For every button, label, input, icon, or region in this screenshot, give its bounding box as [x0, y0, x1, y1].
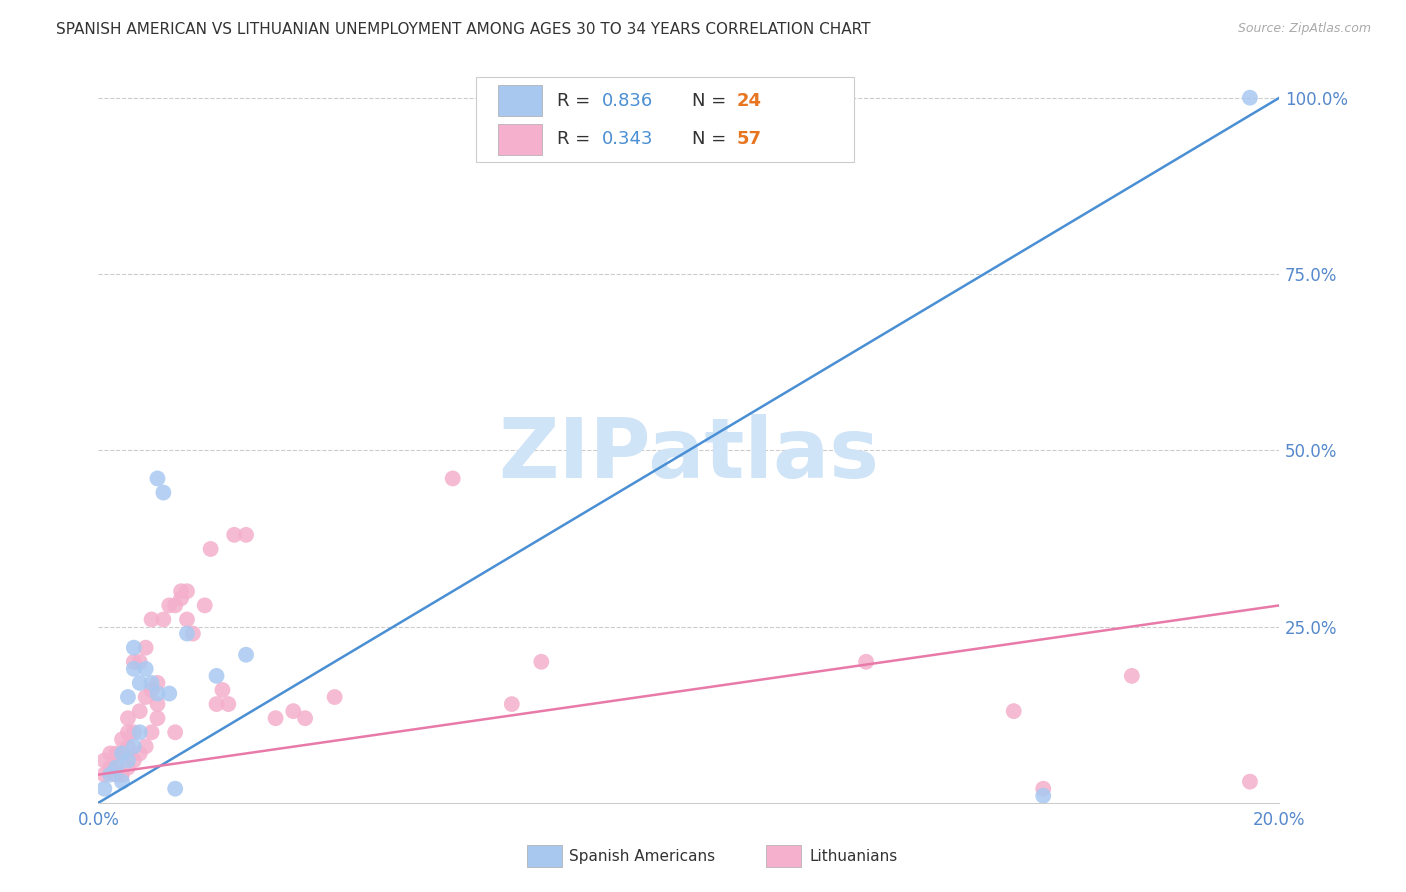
Text: Spanish Americans: Spanish Americans: [569, 849, 716, 863]
Text: 0.343: 0.343: [602, 130, 652, 148]
FancyBboxPatch shape: [477, 78, 855, 162]
Point: [1002, 704, 1025, 718]
Text: 0.836: 0.836: [602, 92, 652, 110]
Point: [93, 767, 115, 781]
Point: [217, 697, 239, 711]
Point: [165, 725, 187, 739]
Text: SPANISH AMERICAN VS LITHUANIAN UNEMPLOYMENT AMONG AGES 30 TO 34 YEARS CORRELATIO: SPANISH AMERICAN VS LITHUANIAN UNEMPLOYM…: [56, 22, 870, 37]
Point: [264, 711, 287, 725]
Point: [170, 591, 193, 606]
Point: [111, 774, 134, 789]
Point: [128, 655, 150, 669]
Point: [1032, 789, 1054, 803]
Point: [170, 584, 193, 599]
Point: [1239, 91, 1261, 105]
Point: [122, 662, 145, 676]
Point: [98, 767, 121, 781]
Point: [111, 767, 134, 781]
Point: [235, 528, 257, 542]
Point: [122, 754, 145, 768]
Point: [93, 754, 115, 768]
Point: [117, 739, 139, 754]
Point: [122, 725, 145, 739]
Point: [117, 690, 139, 704]
Text: 24: 24: [737, 92, 761, 110]
Point: [98, 760, 121, 774]
Point: [205, 697, 228, 711]
FancyBboxPatch shape: [498, 124, 543, 155]
Point: [128, 725, 150, 739]
Point: [146, 471, 169, 485]
Point: [157, 686, 180, 700]
Text: Source: ZipAtlas.com: Source: ZipAtlas.com: [1237, 22, 1371, 36]
Point: [294, 711, 316, 725]
Point: [1032, 781, 1054, 796]
Point: [146, 676, 169, 690]
Point: [122, 739, 145, 754]
Text: N =: N =: [693, 92, 733, 110]
Point: [117, 711, 139, 725]
Point: [1121, 669, 1143, 683]
Text: R =: R =: [557, 92, 596, 110]
Point: [141, 725, 163, 739]
Text: N =: N =: [693, 130, 733, 148]
Point: [111, 747, 134, 761]
Point: [157, 599, 180, 613]
Point: [176, 626, 198, 640]
Point: [111, 747, 134, 761]
Point: [855, 655, 877, 669]
Point: [194, 599, 217, 613]
Point: [135, 739, 157, 754]
Point: [122, 640, 145, 655]
Point: [283, 704, 305, 718]
Point: [135, 662, 157, 676]
Text: 57: 57: [737, 130, 761, 148]
Point: [152, 485, 174, 500]
Point: [441, 471, 464, 485]
Point: [205, 669, 228, 683]
Point: [105, 760, 128, 774]
Point: [105, 767, 128, 781]
Point: [146, 711, 169, 725]
Point: [146, 697, 169, 711]
Point: [235, 648, 257, 662]
Point: [323, 690, 346, 704]
Text: ZIPatlas: ZIPatlas: [499, 414, 879, 495]
Point: [176, 612, 198, 626]
Point: [181, 626, 204, 640]
Point: [98, 747, 121, 761]
Point: [211, 683, 233, 698]
Point: [530, 655, 553, 669]
Point: [141, 676, 163, 690]
Point: [152, 612, 174, 626]
Point: [111, 732, 134, 747]
Point: [105, 747, 128, 761]
Point: [141, 683, 163, 698]
Point: [135, 640, 157, 655]
Point: [122, 655, 145, 669]
Point: [1239, 774, 1261, 789]
Point: [117, 760, 139, 774]
FancyBboxPatch shape: [498, 86, 543, 117]
Point: [105, 760, 128, 774]
Point: [117, 754, 139, 768]
Point: [128, 747, 150, 761]
Point: [117, 725, 139, 739]
Point: [165, 781, 187, 796]
Text: Lithuanians: Lithuanians: [810, 849, 898, 863]
Point: [128, 676, 150, 690]
Point: [176, 584, 198, 599]
Point: [165, 599, 187, 613]
Point: [128, 704, 150, 718]
Text: R =: R =: [557, 130, 596, 148]
Point: [146, 686, 169, 700]
Point: [224, 528, 246, 542]
Point: [141, 612, 163, 626]
Point: [200, 541, 222, 556]
Point: [93, 781, 115, 796]
Point: [135, 690, 157, 704]
Point: [501, 697, 523, 711]
